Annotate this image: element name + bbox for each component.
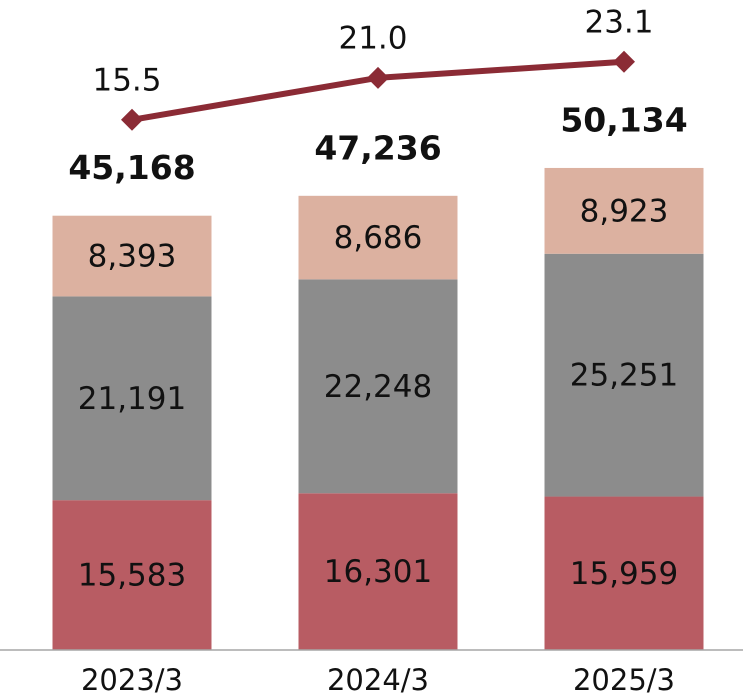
segment-label: 8,686 (334, 220, 423, 256)
segment-label: 8,923 (580, 193, 669, 229)
total-label: 50,134 (560, 100, 687, 139)
segment-label: 15,583 (78, 558, 186, 594)
x-tick-label: 2023/3 (81, 663, 183, 697)
x-tick-label: 2024/3 (327, 663, 429, 697)
segment-label: 22,248 (324, 369, 432, 405)
line-marker (613, 50, 635, 73)
segment-label: 25,251 (570, 358, 678, 394)
bar-segment (298, 195, 458, 280)
line-label: 21.0 (338, 20, 407, 56)
bar-segment (52, 215, 212, 297)
line-label: 15.5 (92, 62, 161, 98)
segment-label: 15,959 (570, 556, 678, 592)
bar-segment (298, 279, 458, 494)
x-tick-label: 2025/3 (573, 663, 675, 697)
bar-segment (52, 296, 212, 501)
line-label: 23.1 (584, 4, 653, 40)
bar-segment (544, 167, 704, 254)
line-marker (121, 108, 143, 131)
bar-segment (52, 500, 212, 650)
bar-segment (298, 493, 458, 650)
segment-label: 21,191 (78, 381, 186, 417)
bar-segment (544, 253, 704, 497)
bar-segment (544, 496, 704, 650)
total-label: 47,236 (314, 128, 441, 167)
segment-label: 16,301 (324, 554, 432, 590)
segment-label: 8,393 (88, 239, 177, 275)
line-marker (367, 66, 389, 89)
total-label: 45,168 (68, 148, 195, 187)
